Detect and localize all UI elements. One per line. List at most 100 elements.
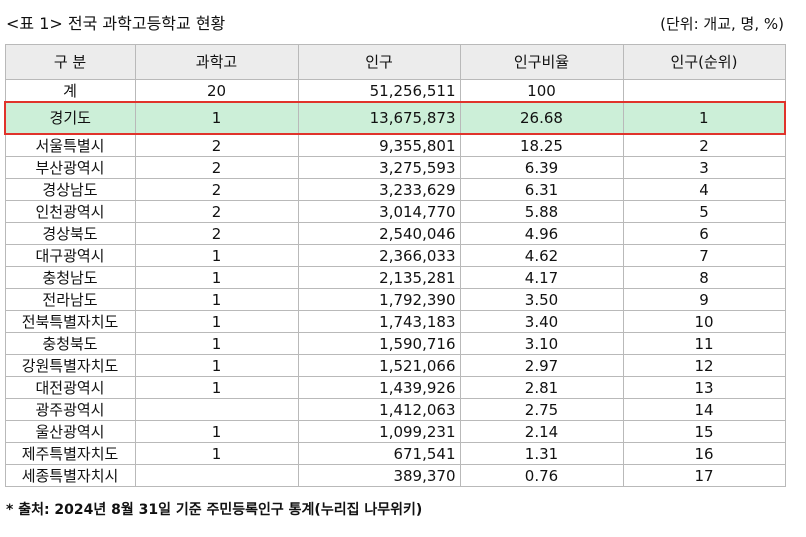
table-title: <표 1> 전국 과학고등학교 현황	[6, 14, 226, 33]
ratio-cell: 3.50	[459, 288, 624, 311]
rank-cell: 17	[622, 464, 786, 487]
science-school-cell: 1	[134, 376, 299, 399]
table-row: 울산광역시 1 1,099,231 2.14 15	[4, 420, 786, 443]
table-row: 대구광역시 1 2,366,033 4.62 7	[4, 244, 786, 267]
region-cell: 경상남도	[4, 178, 136, 201]
region-cell: 울산광역시	[4, 420, 136, 443]
table-row: 경상북도 2 2,540,046 4.96 6	[4, 222, 786, 245]
science-school-cell: 2	[134, 222, 299, 245]
population-cell: 1,521,066	[297, 354, 461, 377]
region-cell: 전북특별자치도	[4, 310, 136, 333]
ratio-cell: 4.62	[459, 244, 624, 267]
population-cell: 2,366,033	[297, 244, 461, 267]
population-cell: 3,014,770	[297, 200, 461, 223]
population-cell: 1,792,390	[297, 288, 461, 311]
science-school-cell: 1	[134, 101, 299, 135]
science-school-cell: 1	[134, 310, 299, 333]
rank-cell: 9	[622, 288, 786, 311]
rank-cell: 3	[622, 156, 786, 179]
science-school-cell: 20	[134, 79, 299, 103]
rank-cell: 8	[622, 266, 786, 289]
ratio-cell: 2.81	[459, 376, 624, 399]
header-population-ratio: 인구비율	[459, 44, 624, 80]
rank-cell: 13	[622, 376, 786, 399]
header-population: 인구	[297, 44, 461, 80]
science-school-cell	[134, 398, 299, 421]
table-row: 세종특별자치시 389,370 0.76 17	[4, 464, 786, 487]
science-school-cell: 1	[134, 442, 299, 465]
population-cell: 1,439,926	[297, 376, 461, 399]
population-cell: 389,370	[297, 464, 461, 487]
ratio-cell: 18.25	[459, 133, 624, 157]
school-table: 구 분 과학고 인구 인구비율 인구(순위) 계 20 51,256,511 100 경…	[4, 44, 786, 487]
rank-cell: 12	[622, 354, 786, 377]
ratio-cell: 2.14	[459, 420, 624, 443]
region-cell: 부산광역시	[4, 156, 136, 179]
rank-cell: 11	[622, 332, 786, 355]
region-cell: 세종특별자치시	[4, 464, 136, 487]
region-cell: 전라남도	[4, 288, 136, 311]
region-cell: 충청북도	[4, 332, 136, 355]
population-cell: 9,355,801	[297, 133, 461, 157]
population-cell: 3,233,629	[297, 178, 461, 201]
region-cell: 대구광역시	[4, 244, 136, 267]
region-cell: 계	[4, 79, 136, 103]
population-cell: 13,675,873	[297, 101, 461, 135]
ratio-cell: 6.31	[459, 178, 624, 201]
ratio-cell: 2.97	[459, 354, 624, 377]
ratio-cell: 100	[459, 79, 624, 103]
ratio-cell: 6.39	[459, 156, 624, 179]
population-cell: 1,590,716	[297, 332, 461, 355]
rank-cell: 15	[622, 420, 786, 443]
table-row: 계 20 51,256,511 100	[4, 79, 786, 103]
science-school-cell: 1	[134, 332, 299, 355]
table-row: 광주광역시 1,412,063 2.75 14	[4, 398, 786, 421]
header-population-rank: 인구(순위)	[622, 44, 786, 80]
rank-cell	[622, 79, 786, 103]
science-school-cell: 2	[134, 200, 299, 223]
population-cell: 1,412,063	[297, 398, 461, 421]
ratio-cell: 2.75	[459, 398, 624, 421]
rank-cell: 16	[622, 442, 786, 465]
science-school-cell	[134, 464, 299, 487]
ratio-cell: 3.10	[459, 332, 624, 355]
header-row: 구 분 과학고 인구 인구비율 인구(순위)	[4, 44, 786, 80]
unit-label: (단위: 개교, 명, %)	[660, 15, 784, 33]
ratio-cell: 26.68	[459, 101, 624, 135]
region-cell: 제주특별자치도	[4, 442, 136, 465]
science-school-cell: 2	[134, 133, 299, 157]
table-row: 전라남도 1 1,792,390 3.50 9	[4, 288, 786, 311]
ratio-cell: 4.96	[459, 222, 624, 245]
rank-cell: 14	[622, 398, 786, 421]
region-cell: 경기도	[4, 101, 136, 135]
science-school-cell: 1	[134, 244, 299, 267]
ratio-cell: 0.76	[459, 464, 624, 487]
table-row: 인천광역시 2 3,014,770 5.88 5	[4, 200, 786, 223]
table-row: 부산광역시 2 3,275,593 6.39 3	[4, 156, 786, 179]
rank-cell: 2	[622, 133, 786, 157]
science-school-cell: 1	[134, 354, 299, 377]
header-region: 구 분	[4, 44, 136, 80]
rank-cell: 1	[622, 101, 786, 135]
rank-cell: 5	[622, 200, 786, 223]
table-row: 제주특별자치도 1 671,541 1.31 16	[4, 442, 786, 465]
region-cell: 서울특별시	[4, 133, 136, 157]
region-cell: 강원특별자치도	[4, 354, 136, 377]
table-row: 경상남도 2 3,233,629 6.31 4	[4, 178, 786, 201]
ratio-cell: 5.88	[459, 200, 624, 223]
region-cell: 충청남도	[4, 266, 136, 289]
ratio-cell: 1.31	[459, 442, 624, 465]
region-cell: 대전광역시	[4, 376, 136, 399]
ratio-cell: 4.17	[459, 266, 624, 289]
rank-cell: 7	[622, 244, 786, 267]
table-row: 강원특별자치도 1 1,521,066 2.97 12	[4, 354, 786, 377]
region-cell: 인천광역시	[4, 200, 136, 223]
population-cell: 1,099,231	[297, 420, 461, 443]
population-cell: 671,541	[297, 442, 461, 465]
table-row: 서울특별시 2 9,355,801 18.25 2	[4, 133, 786, 157]
region-cell: 광주광역시	[4, 398, 136, 421]
highlighted-row: 경기도 1 13,675,873 26.68 1	[4, 101, 786, 135]
table-row: 충청남도 1 2,135,281 4.17 8	[4, 266, 786, 289]
table-row: 전북특별자치도 1 1,743,183 3.40 10	[4, 310, 786, 333]
table-row: 대전광역시 1 1,439,926 2.81 13	[4, 376, 786, 399]
